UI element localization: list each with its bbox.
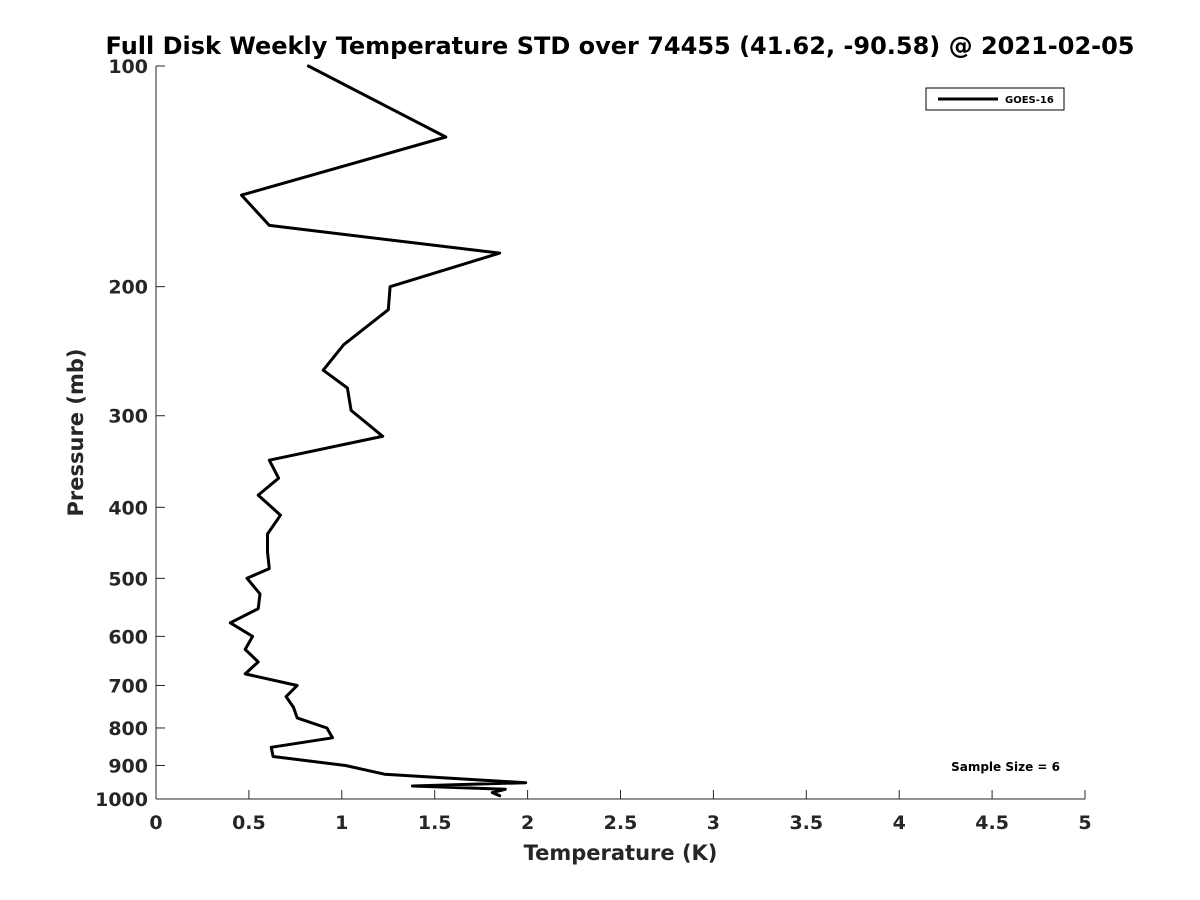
y-tick-label: 400 (108, 497, 148, 519)
legend: GOES-16 (925, 87, 1065, 111)
series-layer (228, 64, 528, 798)
y-tick-label: 700 (108, 675, 148, 697)
x-tick-label: 4 (893, 812, 906, 834)
x-tick-label: 3 (707, 812, 720, 834)
x-tick-label: 1 (335, 812, 348, 834)
y-tick-label: 1000 (95, 789, 148, 811)
x-tick-label: 3.5 (789, 812, 823, 834)
axes-layer: 0 0.5 1 1.5 2 2.5 3 3.5 4 4.5 5 100 200 300 400 500 600 7… (95, 56, 1092, 834)
x-tick-label: 2 (521, 812, 534, 834)
x-tick-label: 4.5 (975, 812, 1009, 834)
y-axis-label: Pressure (mb) (64, 349, 88, 517)
x-axis-label: Temperature (K) (524, 841, 718, 865)
y-tick-label: 300 (108, 406, 148, 428)
y-tick-label: 900 (108, 755, 148, 777)
y-tick-label: 100 (108, 56, 148, 78)
x-tick-label: 1.5 (418, 812, 452, 834)
x-tick-label: 5 (1078, 812, 1091, 834)
legend-label-goes-16: GOES-16 (1005, 95, 1054, 106)
x-tick-label: 0 (149, 812, 162, 834)
x-tick-label: 2.5 (604, 812, 638, 834)
series-line-goes-16 (228, 64, 528, 798)
chart-title: Full Disk Weekly Temperature STD over 74… (106, 32, 1135, 60)
y-tick-label: 200 (108, 277, 148, 299)
y-tick-label: 500 (108, 568, 148, 590)
plot-area (156, 66, 1085, 799)
y-tick-label: 800 (108, 718, 148, 740)
x-tick-label: 0.5 (232, 812, 266, 834)
y-tick-label: 600 (108, 626, 148, 648)
sample-size-annotation: Sample Size = 6 (951, 760, 1060, 774)
